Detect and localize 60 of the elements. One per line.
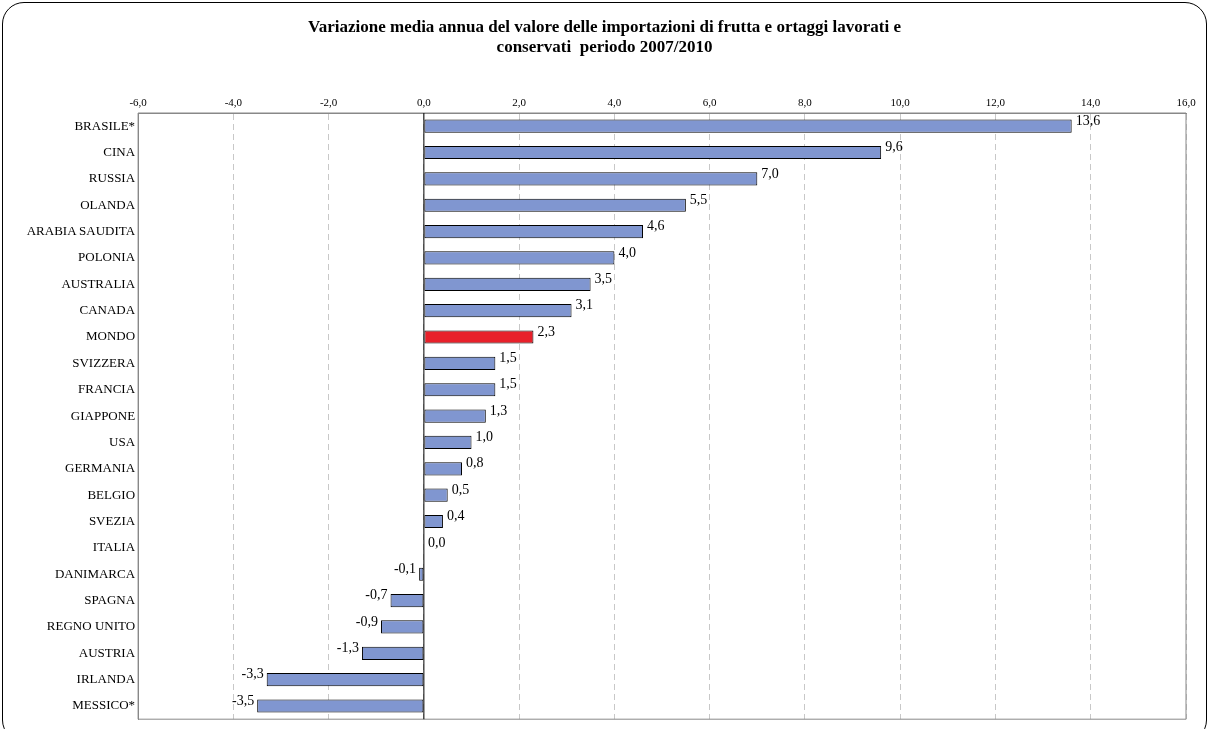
y-tick-label: CANADA (79, 302, 136, 318)
y-tick-label: ITALIA (92, 539, 136, 555)
data-label: 13,6 (1075, 112, 1101, 128)
y-tick-label: AUSTRIA (78, 644, 136, 660)
data-label: -3,5 (232, 692, 255, 708)
y-tick-label: SPAGNA (84, 592, 136, 608)
y-tick-label: OLANDA (80, 196, 136, 212)
data-label: -3,3 (241, 666, 264, 682)
text: Variazione media annua del valore delle importazioni di frutta e ortaggi lavorati e (307, 16, 902, 36)
data-label: 1,5 (499, 350, 517, 366)
y-tick-label: RUSSIA (88, 170, 136, 186)
data-label: 4,6 (647, 218, 665, 234)
x-tick-label: 8,0 (798, 96, 813, 109)
y-tick-label: CINA (103, 143, 136, 159)
data-label: 4,0 (618, 244, 636, 260)
data-label: 0,0 (427, 534, 446, 550)
y-tick-label: FRANCIA (78, 381, 136, 397)
data-label: 3,5 (594, 270, 613, 286)
data-label: 1,5 (499, 376, 517, 392)
data-label: 2,3 (537, 323, 555, 339)
x-tick-label: 10,0 (890, 96, 911, 109)
data-label: -0,9 (355, 613, 379, 629)
y-tick-label: USA (109, 433, 136, 449)
data-label: 5,5 (689, 191, 708, 207)
data-label: 0,5 (451, 481, 470, 497)
x-tick-label: 12,0 (985, 96, 1006, 109)
data-label: 1,0 (475, 429, 494, 445)
y-tick-label: DANIMARCA (54, 565, 136, 581)
y-tick-label: POLONIA (78, 249, 136, 265)
x-tick-label: 4,0 (607, 96, 622, 109)
text: conservati periodo 2007/2010 (496, 36, 713, 56)
data-label: 7,0 (761, 165, 779, 181)
y-tick-label: BRASILE* (74, 117, 136, 133)
data-label: 3,1 (575, 297, 594, 313)
x-tick-label: -2,0 (319, 96, 338, 109)
data-label: -1,3 (336, 639, 359, 655)
y-tick-label: GERMANIA (65, 460, 136, 476)
y-tick-label: MONDO (85, 328, 136, 344)
data-label: 0,8 (465, 455, 484, 471)
x-tick-label: 14,0 (1081, 96, 1101, 109)
x-tick-label: 6,0 (702, 96, 718, 109)
y-tick-label: REGNO UNITO (46, 618, 136, 634)
x-tick-label: 16,0 (1176, 96, 1197, 109)
data-label: 1,3 (489, 402, 508, 418)
y-tick-label: SVIZZERA (72, 354, 136, 370)
y-tick-label: GIAPPONE (70, 407, 136, 423)
x-tick-label: -4,0 (224, 96, 243, 109)
x-tick-label: 0,0 (417, 96, 432, 109)
data-label: 9,6 (885, 139, 903, 155)
x-tick-label: -6,0 (129, 96, 148, 109)
y-tick-label: IRLANDA (76, 671, 136, 687)
x-tick-label: 2,0 (512, 96, 527, 109)
y-tick-label: ARABIA SAUDITA (26, 223, 136, 239)
data-label: -0,1 (393, 560, 417, 576)
y-tick-label: MESSICO* (72, 697, 136, 713)
y-tick-label: BELGIO (87, 486, 136, 502)
data-label: -0,7 (365, 587, 388, 603)
y-tick-label: AUSTRALIA (61, 275, 136, 291)
data-label: 0,4 (446, 508, 465, 524)
y-tick-label: SVEZIA (88, 512, 136, 528)
